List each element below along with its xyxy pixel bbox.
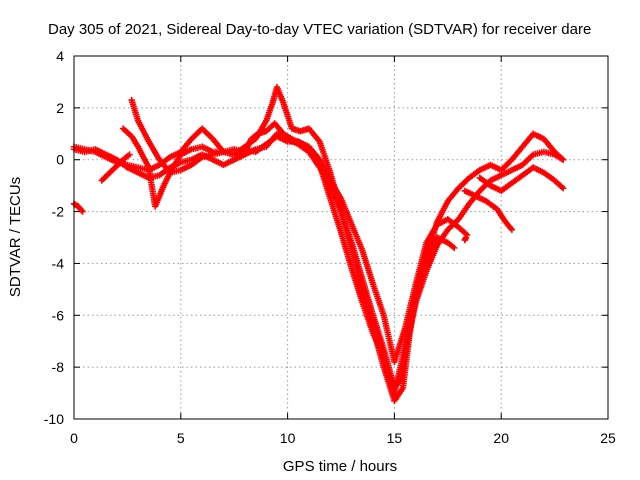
x-tick-label: 5 bbox=[177, 430, 185, 446]
x-tick-label: 15 bbox=[387, 430, 403, 446]
data-point bbox=[451, 244, 458, 252]
series-track-h bbox=[98, 151, 133, 184]
y-axis-label: SDTVAR / TECUs bbox=[7, 177, 24, 297]
y-tick-label: -4 bbox=[52, 255, 65, 271]
data-point bbox=[78, 207, 85, 214]
data-point bbox=[559, 185, 567, 192]
data-point bbox=[508, 226, 516, 233]
data-point bbox=[79, 208, 86, 215]
y-tick-label: 0 bbox=[56, 152, 64, 168]
series-track-e bbox=[461, 187, 516, 233]
data-point bbox=[559, 156, 567, 163]
y-tick-label: 4 bbox=[56, 48, 64, 64]
x-tick-label: 20 bbox=[493, 430, 509, 446]
y-tick-label: -10 bbox=[44, 411, 64, 427]
y-tick-label: 2 bbox=[56, 100, 64, 116]
x-axis-label: GPS time / hours bbox=[283, 458, 397, 475]
plot-frame bbox=[73, 55, 609, 420]
series-track-f bbox=[476, 164, 567, 195]
x-tick-label: 10 bbox=[280, 430, 296, 446]
y-tick-label: -6 bbox=[52, 307, 65, 323]
series-track-d bbox=[119, 120, 458, 397]
data-marks bbox=[70, 83, 567, 405]
y-tick-label: -8 bbox=[52, 359, 65, 375]
x-tick-label: 0 bbox=[70, 430, 78, 446]
series-track-g bbox=[70, 200, 86, 215]
x-tick-label: 25 bbox=[600, 430, 616, 446]
series-track-c bbox=[128, 96, 471, 366]
chart-title: Day 305 of 2021, Sidereal Day-to-day VTE… bbox=[48, 21, 591, 38]
data-point bbox=[462, 234, 470, 241]
data-point bbox=[126, 151, 133, 158]
series-track-i bbox=[461, 234, 470, 244]
y-tick-label: -2 bbox=[52, 204, 65, 220]
